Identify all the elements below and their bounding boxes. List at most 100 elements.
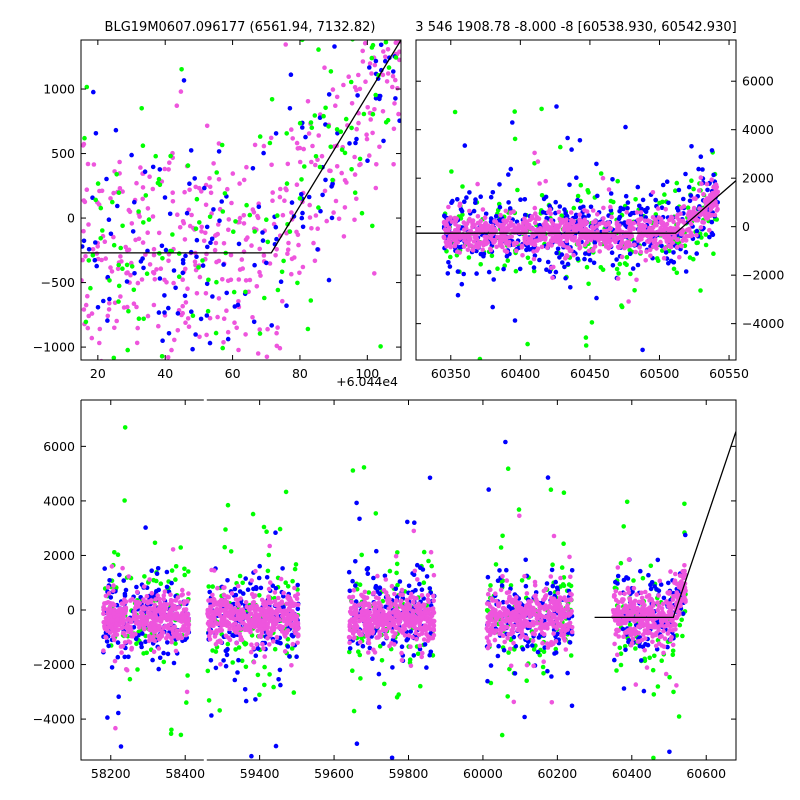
- point-magenta: [661, 255, 667, 261]
- point-green: [222, 191, 228, 196]
- point-magenta: [183, 632, 189, 638]
- point-magenta: [517, 513, 522, 519]
- point-magenta: [83, 302, 89, 308]
- point-blue: [390, 665, 395, 670]
- point-blue: [543, 194, 549, 200]
- point-magenta: [368, 117, 374, 122]
- point-blue: [544, 581, 550, 586]
- point-blue: [353, 140, 358, 146]
- point-blue: [394, 594, 400, 600]
- point-magenta: [524, 591, 530, 596]
- point-blue: [545, 475, 551, 480]
- point-magenta: [615, 276, 621, 281]
- point-magenta: [85, 293, 90, 299]
- point-magenta: [272, 599, 278, 604]
- point-magenta: [232, 320, 237, 326]
- point-blue: [656, 588, 662, 593]
- point-magenta: [397, 57, 401, 63]
- point-magenta: [673, 571, 678, 577]
- point-magenta: [537, 181, 542, 186]
- point-green: [460, 184, 465, 189]
- point-green: [373, 92, 379, 98]
- point-magenta: [655, 206, 661, 211]
- point-magenta: [180, 303, 185, 309]
- point-blue: [640, 347, 645, 353]
- point-magenta: [372, 107, 377, 112]
- series-green: [82, 40, 399, 360]
- point-green: [176, 274, 182, 280]
- point-blue: [253, 653, 259, 658]
- point-magenta: [204, 332, 209, 338]
- x-tick-label: 100: [355, 366, 379, 381]
- point-blue: [115, 203, 120, 209]
- point-magenta: [480, 247, 486, 253]
- point-blue: [173, 285, 178, 291]
- point-green: [575, 193, 581, 199]
- point-green: [662, 192, 667, 197]
- point-magenta: [150, 214, 156, 219]
- point-magenta: [311, 240, 316, 246]
- point-magenta: [393, 553, 399, 559]
- point-blue: [102, 566, 107, 571]
- point-blue: [711, 172, 716, 178]
- point-magenta: [607, 233, 612, 238]
- point-magenta: [377, 144, 382, 150]
- point-green: [651, 692, 657, 697]
- point-magenta: [108, 265, 113, 270]
- point-blue: [552, 651, 557, 656]
- point-magenta: [287, 604, 293, 609]
- point-magenta: [294, 182, 300, 187]
- point-blue: [317, 115, 323, 120]
- point-blue: [204, 224, 210, 230]
- point-magenta: [389, 583, 395, 589]
- zoom-points: [81, 40, 401, 360]
- point-blue: [353, 559, 358, 564]
- point-magenta: [247, 277, 253, 283]
- point-magenta: [684, 233, 689, 239]
- point-blue: [563, 275, 568, 281]
- point-magenta: [393, 40, 399, 45]
- point-magenta: [157, 596, 162, 602]
- point-blue: [143, 639, 148, 644]
- point-green: [169, 568, 175, 573]
- point-blue: [507, 206, 513, 211]
- point-magenta: [583, 226, 589, 232]
- point-magenta: [322, 65, 327, 70]
- point-blue: [106, 643, 111, 649]
- point-magenta: [671, 219, 676, 225]
- point-magenta: [507, 234, 512, 240]
- point-magenta: [81, 278, 84, 283]
- point-green: [660, 199, 665, 205]
- point-magenta: [264, 354, 270, 360]
- point-green: [190, 313, 196, 319]
- point-blue: [524, 247, 529, 253]
- point-blue: [93, 131, 99, 136]
- point-green: [173, 641, 178, 646]
- point-magenta: [112, 325, 117, 331]
- point-magenta: [295, 232, 301, 238]
- point-blue: [295, 606, 301, 612]
- point-magenta: [446, 204, 451, 210]
- y-tick-label: −500: [41, 275, 75, 290]
- point-magenta: [236, 299, 241, 304]
- point-blue: [208, 658, 214, 663]
- point-green: [361, 465, 367, 470]
- point-green: [370, 111, 376, 117]
- point-blue: [665, 644, 670, 650]
- point-magenta: [289, 256, 295, 262]
- point-blue: [161, 650, 166, 656]
- point-green: [703, 242, 709, 248]
- point-magenta: [284, 187, 289, 193]
- point-blue: [204, 281, 210, 287]
- point-green: [561, 490, 567, 496]
- point-magenta: [679, 229, 685, 235]
- point-green: [141, 220, 146, 225]
- point-green: [373, 511, 379, 516]
- point-magenta: [112, 658, 118, 664]
- point-green: [262, 682, 267, 688]
- point-blue: [209, 713, 214, 718]
- point-green: [169, 727, 174, 733]
- point-magenta: [561, 217, 566, 223]
